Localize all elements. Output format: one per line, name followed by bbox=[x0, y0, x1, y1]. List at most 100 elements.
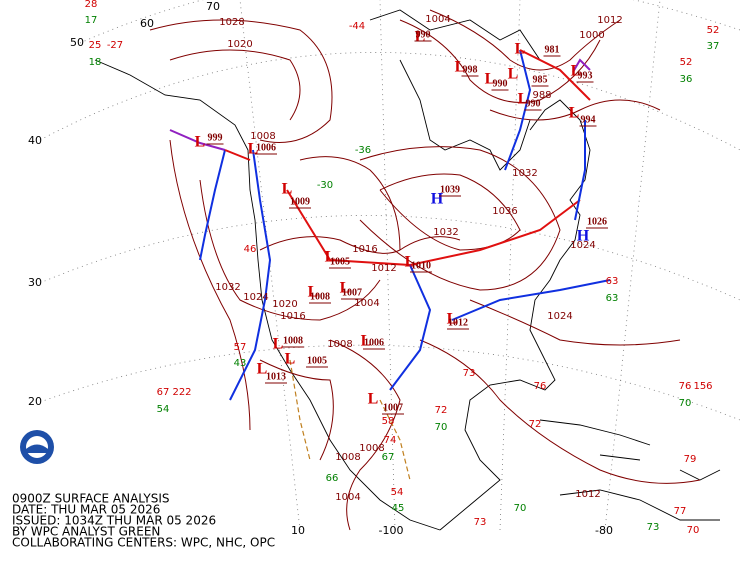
station-temperature: 28 bbox=[85, 0, 98, 10]
warm-front bbox=[224, 149, 251, 161]
pressure-center-value: 994 bbox=[581, 114, 596, 125]
isobar bbox=[359, 146, 561, 291]
pressure-center-symbol: L bbox=[405, 254, 416, 271]
pressure-center-value: 1005 bbox=[307, 355, 327, 366]
pressure-center-value: 998 bbox=[463, 64, 478, 75]
isobar bbox=[149, 19, 333, 143]
station-dewpoint: 70 bbox=[435, 422, 448, 433]
trough bbox=[289, 359, 311, 461]
isobar-label: 1020 bbox=[272, 299, 297, 310]
pressure-center-symbol: L bbox=[415, 29, 426, 46]
isobar bbox=[379, 173, 521, 251]
pressure-center-symbol: L bbox=[308, 284, 319, 301]
latitude-label: 40 bbox=[28, 134, 42, 147]
pressure-center-symbol: L bbox=[248, 141, 259, 158]
station-temperature: -44 bbox=[349, 21, 365, 32]
station-temperature: 72 bbox=[529, 419, 542, 430]
isobar-label: 1024 bbox=[547, 311, 572, 322]
isobars bbox=[149, 9, 701, 531]
pressure-center-symbol: L bbox=[571, 63, 582, 80]
isobar bbox=[169, 49, 301, 121]
trough bbox=[379, 399, 411, 481]
station-temperature: 76 bbox=[534, 381, 547, 392]
isobar-label: 1020 bbox=[227, 39, 252, 50]
station-temperature: 57 bbox=[234, 342, 247, 353]
isobar-label: 1004 bbox=[354, 298, 379, 309]
station-temperature: 77 bbox=[674, 506, 687, 517]
pressure-center-value: 990 bbox=[493, 78, 508, 89]
station-temperature: 74 bbox=[384, 435, 397, 446]
isobar-label: 1036 bbox=[492, 206, 517, 217]
warm-front bbox=[519, 49, 591, 101]
coast-west bbox=[94, 59, 441, 531]
station-temperature: 73 bbox=[474, 517, 487, 528]
station-temperature: 76 bbox=[679, 381, 692, 392]
occluded-front bbox=[169, 129, 226, 151]
isobar-label: 1024 bbox=[570, 240, 595, 251]
isobar bbox=[489, 99, 661, 121]
pressure-center-symbol: L bbox=[361, 333, 372, 350]
pressure-center-value: 1010 bbox=[411, 260, 431, 271]
lon-line bbox=[379, 0, 396, 531]
isobar bbox=[299, 156, 401, 251]
pressure-center-value: 1012 bbox=[448, 317, 468, 328]
isobar-label: 1032 bbox=[215, 282, 240, 293]
pressure-center-symbol: L bbox=[485, 71, 496, 88]
pressure-center-symbol: L bbox=[515, 41, 526, 58]
station-dewpoint: -30 bbox=[317, 180, 333, 191]
latitude-label: 70 bbox=[206, 0, 220, 13]
station-dewpoint: 73 bbox=[647, 522, 660, 533]
isobar-label: 1024 bbox=[243, 292, 268, 303]
pressure-center-value: 999 bbox=[208, 132, 223, 143]
pressure-center-value: 1007 bbox=[342, 287, 362, 298]
pressure-center-symbol: L bbox=[273, 336, 284, 353]
station-temperature: 52 bbox=[707, 25, 720, 36]
pressure-center-symbol: L bbox=[195, 134, 206, 151]
info-line: COLLABORATING CENTERS: WPC, NHC, OPC bbox=[12, 536, 275, 550]
longitude-label: 10 bbox=[291, 524, 305, 537]
pressure-center-value: 1026 bbox=[587, 216, 607, 227]
graticule bbox=[39, 0, 741, 531]
pressure-center-symbol: L bbox=[285, 351, 296, 368]
info-line: ISSUED: 1034Z THU MAR 05 2026 bbox=[12, 514, 216, 528]
isobar-label: 1008 bbox=[359, 443, 384, 454]
south-america-coast bbox=[559, 489, 720, 521]
station-dewpoint: 43 bbox=[234, 358, 247, 369]
station-temperature: 25 bbox=[89, 40, 102, 51]
info-line: BY WPC ANALYST GREEN bbox=[12, 525, 160, 539]
pressure-center-value: 1008 bbox=[283, 335, 303, 346]
latitude-label: 30 bbox=[28, 276, 42, 289]
pressure-center-symbol: L bbox=[368, 391, 379, 408]
fronts bbox=[169, 49, 611, 481]
station-temperature: 54 bbox=[391, 487, 404, 498]
isobar bbox=[429, 9, 621, 71]
pressure-center-value: 1008 bbox=[310, 291, 330, 302]
cold-front bbox=[451, 279, 611, 321]
arctic-coast bbox=[369, 9, 561, 71]
cold-front bbox=[574, 120, 586, 221]
pressure-center-symbol: L bbox=[447, 311, 458, 328]
pressure-center-symbol: L bbox=[518, 91, 529, 108]
cold-front bbox=[199, 149, 226, 261]
isobar-label: 1032 bbox=[512, 168, 537, 179]
noaa-logo bbox=[20, 430, 54, 464]
station-dewpoint: 67 bbox=[382, 452, 395, 463]
station-dewpoint: 70 bbox=[679, 398, 692, 409]
station-temperature: 46 bbox=[244, 244, 257, 255]
isobar bbox=[169, 139, 251, 431]
isobar bbox=[329, 339, 401, 531]
occluded-front bbox=[572, 58, 591, 73]
isobar-label: 1012 bbox=[371, 263, 396, 274]
station-dewpoint: -36 bbox=[355, 145, 371, 156]
isobar-label: 1008 bbox=[250, 131, 275, 142]
warm-front bbox=[286, 189, 581, 267]
isobar bbox=[399, 19, 601, 103]
isobar-label: 1008 bbox=[335, 452, 360, 463]
pressure-center-value: 1006 bbox=[364, 337, 384, 348]
station-temperature: 73 bbox=[463, 368, 476, 379]
hudson-bay bbox=[399, 59, 531, 171]
latitude-label: 50 bbox=[70, 36, 84, 49]
pressure-center-symbol: L bbox=[455, 59, 466, 76]
station-temperature: 67 bbox=[157, 387, 170, 398]
